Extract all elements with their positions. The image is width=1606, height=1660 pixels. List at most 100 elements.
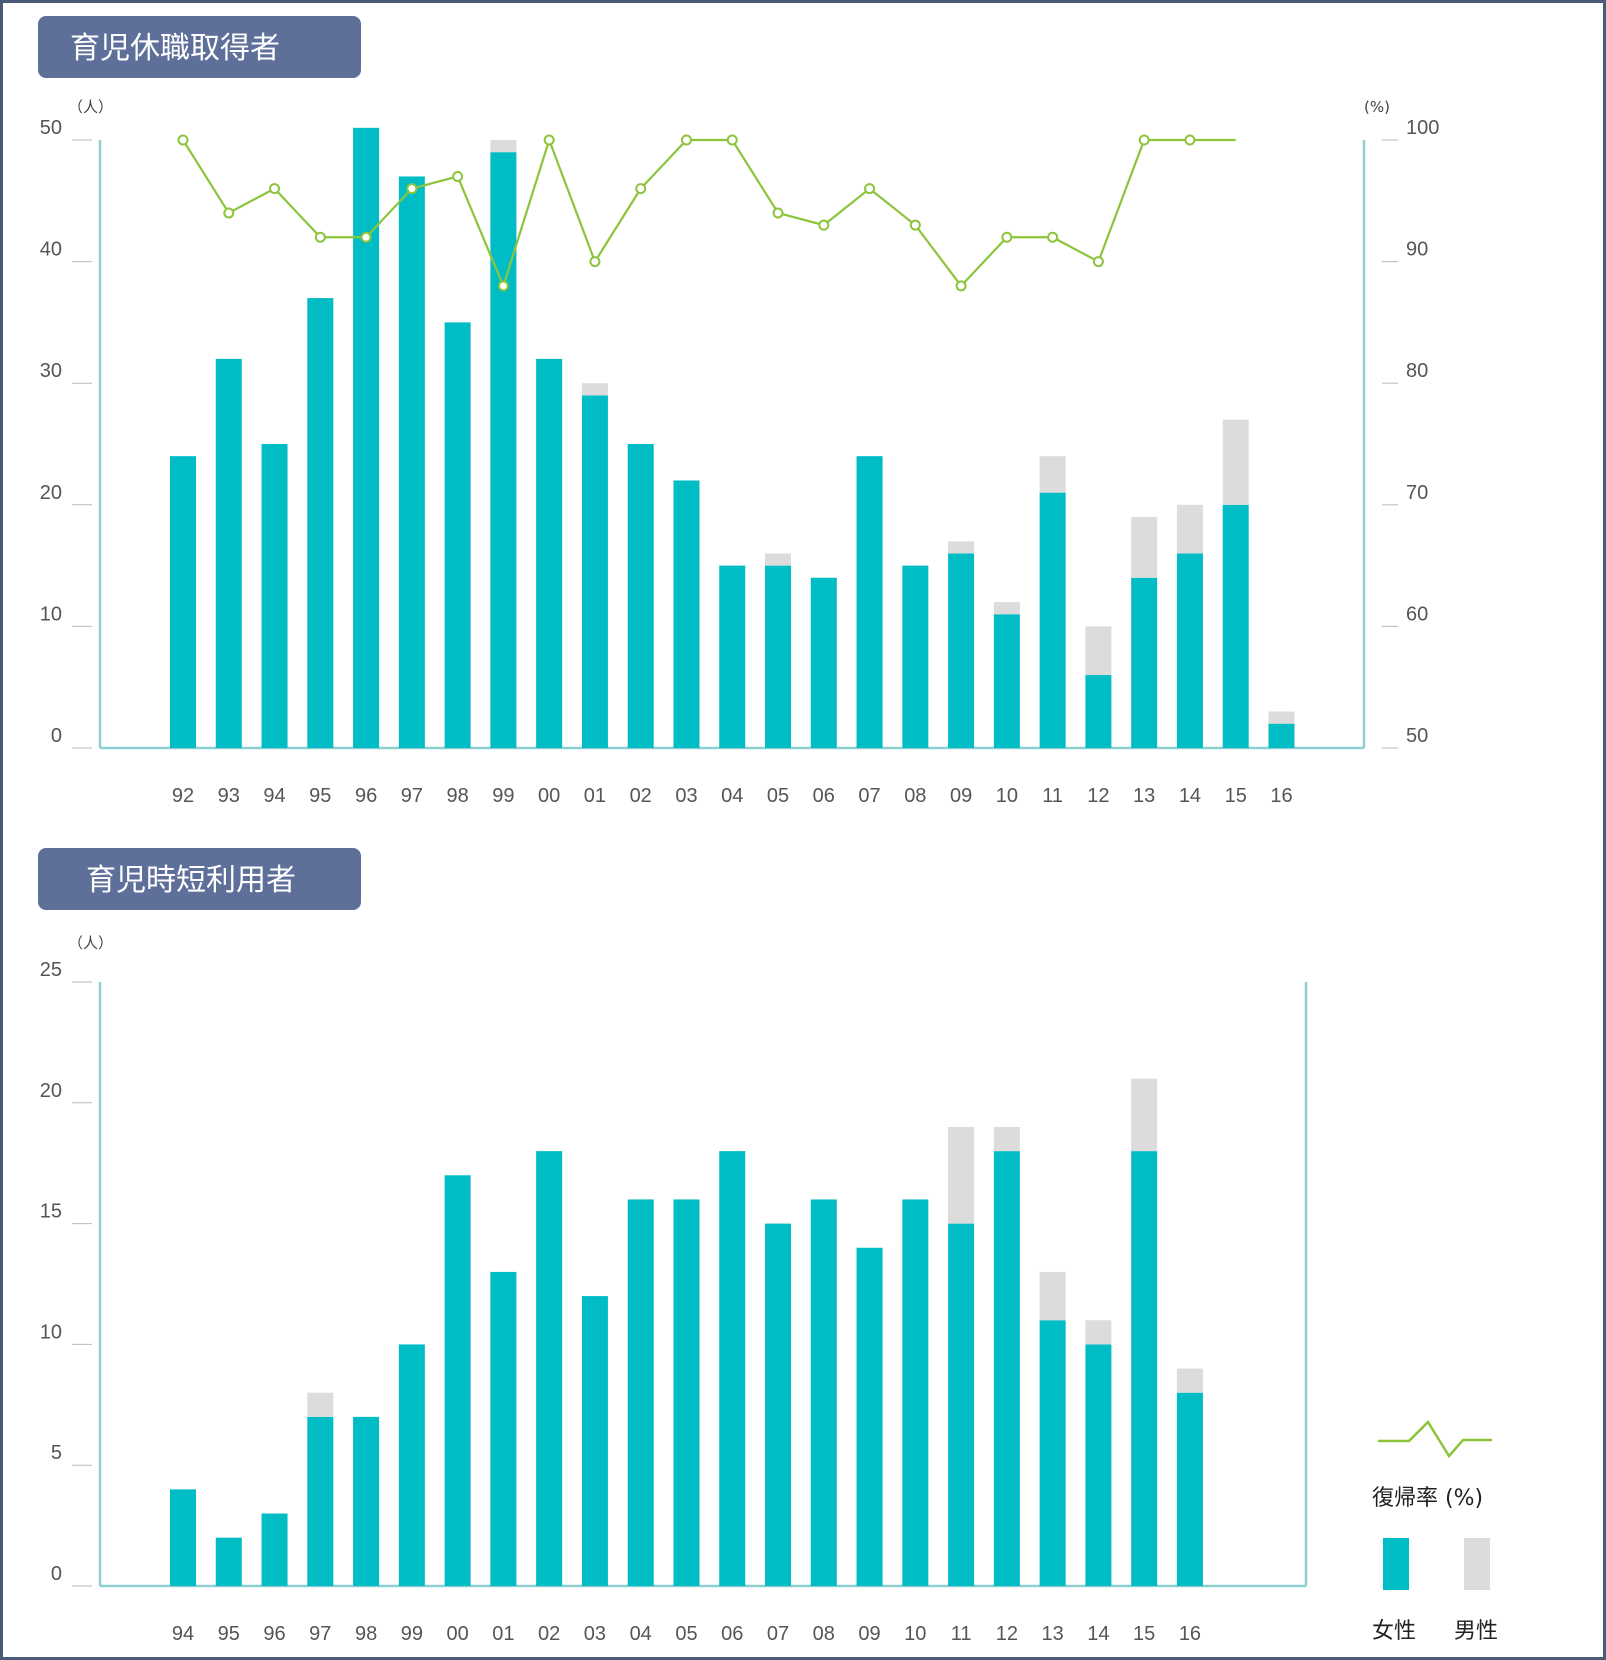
bar-female-96 xyxy=(261,1513,288,1586)
bar-female-12 xyxy=(1085,675,1112,748)
return-rate-line xyxy=(182,136,1236,290)
return-rate-point-14 xyxy=(1184,134,1196,146)
bar-female-98 xyxy=(444,322,471,748)
bar-female-10 xyxy=(902,1199,929,1586)
bar-male-14 xyxy=(1085,1320,1112,1345)
chart2-x-tick-label: 99 xyxy=(401,1623,423,1645)
chart1-x-tick-label: 02 xyxy=(630,785,652,807)
chart1-y-tick-label: 50 xyxy=(40,117,62,139)
chart1-y2-tick-label: 60 xyxy=(1406,603,1428,625)
chart2-y-tick-label: 25 xyxy=(40,959,62,981)
bar-male-12 xyxy=(993,1126,1020,1152)
bar-female-05 xyxy=(673,1199,700,1586)
bar-female-00 xyxy=(444,1175,471,1586)
chart1-x-tick-label: 13 xyxy=(1133,785,1155,807)
bar-female-11 xyxy=(948,1223,975,1586)
bar-female-97 xyxy=(307,1416,334,1586)
bar-female-05 xyxy=(765,565,792,748)
chart1-x-tick-label: 98 xyxy=(446,785,468,807)
return-rate-point-97 xyxy=(406,183,418,195)
chart1-x-tick-label: 93 xyxy=(218,785,240,807)
bar-female-13 xyxy=(1039,1320,1066,1586)
chart2-x-tick-label: 13 xyxy=(1042,1623,1064,1645)
chart1-y-tick-label: 30 xyxy=(40,360,62,382)
chart1-y-tick-label: 10 xyxy=(40,603,62,625)
bar-female-01 xyxy=(581,395,608,748)
bar-female-08 xyxy=(810,1199,837,1586)
bar-female-02 xyxy=(536,1151,563,1586)
chart1-x-tick-label: 09 xyxy=(950,785,972,807)
chart2-x-tick-label: 94 xyxy=(172,1623,194,1645)
bar-male-15 xyxy=(1222,419,1249,505)
bar-male-05 xyxy=(765,553,792,566)
bar-female-04 xyxy=(627,1199,654,1586)
chart2-x-tick-label: 09 xyxy=(858,1623,880,1645)
return-rate-point-04 xyxy=(726,134,738,146)
return-rate-point-11 xyxy=(1047,231,1059,243)
bar-female-16 xyxy=(1176,1392,1203,1586)
return-rate-point-08 xyxy=(909,219,921,231)
bar-male-11 xyxy=(1039,456,1066,493)
bar-male-09 xyxy=(948,541,975,554)
bar-female-08 xyxy=(902,565,929,748)
legend-line-swatch xyxy=(1378,1419,1492,1459)
bar-female-99 xyxy=(398,1344,425,1586)
chart2-title: 育児時短利用者 xyxy=(86,863,296,898)
bar-female-04 xyxy=(719,565,746,748)
bar-female-11 xyxy=(1039,492,1066,748)
bar-male-14 xyxy=(1176,504,1203,554)
chart2-y-unit: （人） xyxy=(68,934,113,952)
bar-female-06 xyxy=(719,1151,746,1586)
return-rate-point-05 xyxy=(772,207,784,219)
chart2-x-tick-label: 10 xyxy=(904,1623,926,1645)
chart1-x-tick-label: 96 xyxy=(355,785,377,807)
chart2-x-tick-label: 16 xyxy=(1179,1623,1201,1645)
chart1-y-tick-label: 0 xyxy=(51,725,62,747)
chart1-y2-tick-label: 70 xyxy=(1406,482,1428,504)
chart2-x-tick-label: 11 xyxy=(951,1623,972,1645)
chart2-x-tick-label: 01 xyxy=(492,1623,514,1645)
legend-female-label: 女性 xyxy=(1372,1619,1416,1644)
bar-female-14 xyxy=(1176,553,1203,748)
chart1-y2-unit: (%) xyxy=(1364,98,1390,116)
bar-male-99 xyxy=(490,140,517,153)
bar-male-13 xyxy=(1131,516,1158,578)
bar-female-09 xyxy=(948,553,975,748)
chart1-y-unit: （人） xyxy=(68,98,113,116)
bar-male-16 xyxy=(1268,711,1295,724)
chart2-x-tick-label: 97 xyxy=(309,1623,331,1645)
bar-male-11 xyxy=(948,1126,975,1224)
chart2-x-tick-label: 95 xyxy=(218,1623,240,1645)
bar-male-97 xyxy=(307,1392,334,1417)
chart1-x-tick-label: 14 xyxy=(1179,785,1201,807)
chart1-x-tick-label: 06 xyxy=(813,785,835,807)
chart2-x-tick-label: 04 xyxy=(630,1623,652,1645)
chart1-y2-tick-label: 80 xyxy=(1406,360,1428,382)
chart2-x-tick-label: 12 xyxy=(996,1623,1018,1645)
chart1-x-tick-label: 92 xyxy=(172,785,194,807)
bar-female-03 xyxy=(673,480,700,748)
chart1-x-tick-label: 00 xyxy=(538,785,560,807)
bar-male-10 xyxy=(993,602,1020,615)
bar-female-16 xyxy=(1268,723,1295,748)
bar-female-00 xyxy=(536,358,563,748)
chart2-y-tick-label: 0 xyxy=(51,1563,62,1585)
return-rate-point-13 xyxy=(1138,134,1150,146)
bar-female-15 xyxy=(1131,1151,1158,1586)
legend-male-label: 男性 xyxy=(1454,1619,1498,1644)
bar-female-13 xyxy=(1131,577,1158,748)
chart1-x-tick-label: 16 xyxy=(1270,785,1292,807)
chart1-x-tick-label: 99 xyxy=(492,785,514,807)
chart1-x-tick-label: 94 xyxy=(263,785,285,807)
bar-male-13 xyxy=(1039,1271,1066,1321)
return-rate-point-95 xyxy=(314,231,326,243)
chart2-y-tick-label: 15 xyxy=(40,1201,62,1223)
legend-male-swatch xyxy=(1464,1538,1490,1590)
bar-female-94 xyxy=(170,1489,196,1586)
return-rate-point-03 xyxy=(680,134,692,146)
bar-female-14 xyxy=(1085,1344,1112,1586)
chart2-x-tick-label: 98 xyxy=(355,1623,377,1645)
return-rate-point-06 xyxy=(818,219,830,231)
chart2-x-tick-label: 96 xyxy=(263,1623,285,1645)
